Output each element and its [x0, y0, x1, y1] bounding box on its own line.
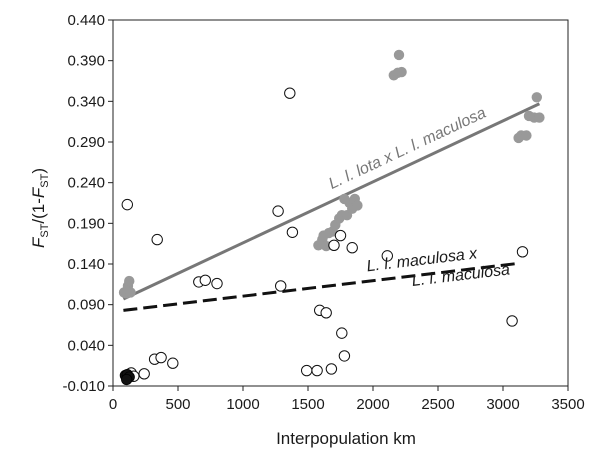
- y-tick-label: 0.140: [67, 256, 105, 273]
- y-tick-label: 0.090: [67, 297, 105, 314]
- data-point-open: [325, 363, 338, 375]
- y-axis-title: FST/(1-FST): [29, 168, 51, 248]
- trendline-maculosa: [123, 261, 521, 312]
- data-points: [118, 49, 545, 386]
- x-tick-label: 3000: [486, 396, 519, 413]
- trendline-label-lota-maculosa: L. l. lota x L. l. maculosa: [326, 105, 489, 193]
- data-point-open: [167, 357, 179, 369]
- data-point-filled-black: [121, 373, 133, 386]
- x-tick-label: 1500: [291, 396, 324, 413]
- data-point-open: [328, 239, 340, 251]
- data-point-open: [516, 246, 529, 258]
- data-point-open: [155, 351, 167, 364]
- trendline-lota-maculosa: [122, 102, 541, 301]
- data-point-filled-gray: [393, 49, 405, 61]
- x-tick-label: 1000: [226, 396, 259, 413]
- y-tick-label: 0.340: [67, 93, 105, 110]
- data-point-open: [121, 198, 134, 211]
- y-tick-label: 0.190: [67, 215, 105, 232]
- y-tick-label: 0.290: [67, 134, 105, 151]
- data-point-open: [272, 205, 284, 217]
- y-tick-label: -0.010: [62, 378, 105, 395]
- data-point-open: [381, 250, 393, 262]
- data-point-open: [211, 277, 223, 290]
- x-tick-label: 3500: [551, 396, 584, 413]
- y-tick-label: 0.390: [67, 53, 105, 70]
- data-point-filled-gray: [124, 275, 135, 287]
- data-point-open: [338, 350, 351, 362]
- data-point-open: [286, 226, 299, 238]
- data-point-filled-gray: [531, 92, 542, 103]
- trendlines: [122, 102, 541, 312]
- data-point-open: [320, 307, 332, 319]
- data-point-filled-gray: [352, 200, 363, 211]
- x-tick-label: 500: [165, 396, 190, 413]
- plot-frame: [112, 19, 569, 387]
- data-point-filled-gray: [521, 130, 532, 141]
- data-point-open: [346, 242, 358, 254]
- data-point-open: [151, 233, 163, 246]
- data-point-open: [311, 364, 323, 377]
- y-tick-label: 0.240: [67, 175, 105, 192]
- x-tick-label: 2500: [421, 396, 454, 413]
- x-tick-label: 0: [109, 396, 117, 413]
- data-point-open: [275, 280, 287, 292]
- data-point-open: [334, 229, 347, 242]
- data-point-open: [336, 327, 348, 339]
- data-point-filled-gray: [534, 112, 545, 123]
- x-tick-label: 2000: [356, 396, 389, 413]
- x-axis-title: Interpopulation km: [276, 429, 416, 448]
- data-point-filled-gray: [125, 287, 136, 298]
- data-point-open: [301, 364, 313, 377]
- data-point-open: [284, 87, 296, 99]
- data-point-filled-gray: [396, 66, 407, 78]
- data-point-open: [199, 274, 212, 286]
- y-tick-label: 0.040: [67, 337, 105, 354]
- data-point-open: [138, 368, 150, 380]
- axes: 0 500 1000 1500 2000 2500 3000 3500 -0.010 0.040 0…: [62, 12, 584, 413]
- data-point-open: [506, 315, 518, 327]
- y-tick-label: 0.440: [67, 12, 105, 29]
